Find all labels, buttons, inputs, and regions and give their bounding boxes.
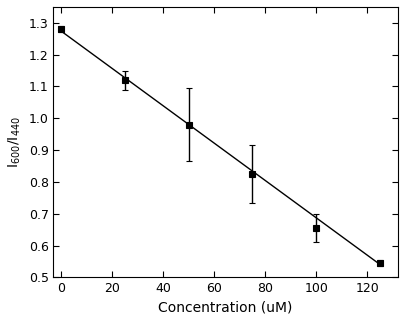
X-axis label: Concentration (uM): Concentration (uM) <box>158 300 293 314</box>
Y-axis label: I$_{600}$/I$_{440}$: I$_{600}$/I$_{440}$ <box>7 116 23 168</box>
